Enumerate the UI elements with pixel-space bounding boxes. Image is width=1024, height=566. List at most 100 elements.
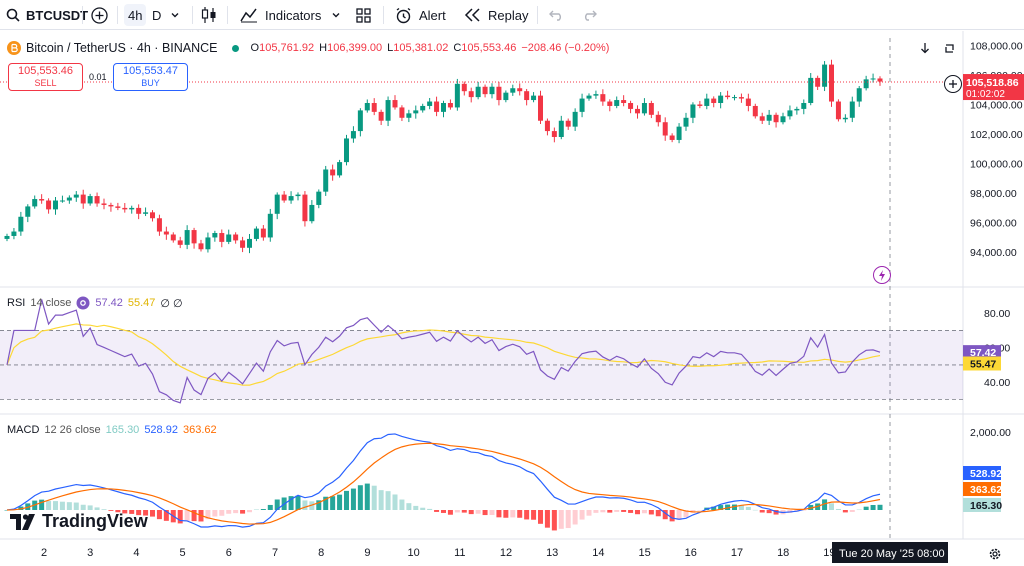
open-label: O [250, 42, 260, 54]
symbol-legend: Bitcoin / TetherUS · 4h · BINANCE O 105,7… [7, 41, 614, 55]
add-alert-plus-button[interactable] [944, 75, 962, 93]
templates-button[interactable] [356, 0, 371, 30]
macd-histogram-bar [738, 505, 744, 510]
macd-histogram-bar [441, 510, 446, 513]
sell-button[interactable]: 105,553.46 SELL [8, 63, 83, 91]
macd-histogram-bar [66, 502, 72, 510]
candle-body [59, 200, 65, 202]
candle-body [572, 111, 578, 127]
candle-body [787, 110, 793, 117]
buy-label: BUY [141, 78, 160, 88]
candle-body [274, 194, 280, 214]
candle-body [510, 88, 516, 93]
replay-button[interactable]: Replay [463, 0, 528, 30]
candle-body [662, 122, 668, 136]
macd-histogram-bar [676, 510, 682, 521]
scroll-down-button[interactable] [915, 38, 935, 58]
candle-body [496, 86, 502, 101]
candle-body [247, 238, 252, 248]
macd-histogram-bar [80, 504, 86, 510]
macd-tick-label: 2,000.00 [970, 427, 1011, 439]
time-tick-label: 14 [592, 547, 604, 559]
rsi-extra: ∅ ∅ [160, 297, 183, 310]
interval-4h-button[interactable]: 4h [124, 4, 147, 26]
candle-body [371, 103, 377, 112]
buy-button[interactable]: 105,553.47 BUY [113, 63, 188, 91]
candle-body [801, 103, 807, 109]
macd-histogram-bar [101, 509, 107, 510]
candle-body [350, 131, 356, 139]
current-price-badge [963, 74, 1024, 101]
interval-dropdown[interactable] [170, 0, 180, 30]
candle-body [420, 105, 426, 111]
replay-label: Replay [488, 7, 529, 23]
candle-body [101, 203, 107, 205]
chart-canvas[interactable]: 108,000.00106,000.00104,000.00102,000.00… [0, 31, 1024, 566]
symbol-search[interactable]: BTCUSDT [6, 0, 88, 30]
candle-body [150, 212, 155, 219]
candle-body [253, 228, 259, 239]
macd-histogram-bar [350, 488, 356, 510]
candle-body [129, 207, 135, 210]
candle-body [413, 110, 419, 114]
candle-body [780, 116, 786, 123]
macd-histogram-bar [621, 510, 627, 512]
macd-histogram-bar [378, 490, 384, 510]
interval-d-button[interactable]: D [152, 0, 161, 30]
candle-body [447, 103, 453, 108]
candle-body [558, 120, 564, 137]
tradingview-logo[interactable]: TradingView [10, 511, 148, 532]
candle-body [233, 234, 239, 241]
macd-histogram-bar [745, 506, 751, 510]
rsi-badge [963, 345, 1001, 360]
rsi-params: 14 close [30, 297, 72, 309]
indicators-dropdown[interactable] [331, 0, 341, 30]
macd-histogram-bar [420, 507, 426, 510]
time-tick-label: 5 [180, 547, 186, 559]
crosshair-time-label: Tue 20 May '25 08:00 [839, 548, 945, 560]
candle-body [725, 95, 731, 98]
time-tick-label: 10 [407, 547, 419, 559]
candle-body [718, 95, 724, 104]
macd-histogram-bar [136, 510, 142, 516]
macd-histogram-bar [219, 510, 225, 516]
candle-body [829, 64, 834, 102]
ohlc-values: O 105,761.92 H 106,399.00 L 105,381.02 C 105… [251, 42, 615, 54]
macd-histogram-bar [586, 510, 592, 516]
macd-histogram-bar [371, 485, 377, 510]
redo-button[interactable] [582, 0, 597, 30]
gear-circle-icon[interactable] [76, 296, 90, 310]
candle-body [344, 138, 349, 163]
fullscreen-button[interactable] [939, 38, 959, 58]
alert-button[interactable]: Alert [395, 0, 446, 30]
price-tick-label: 104,000.00 [970, 99, 1023, 111]
candle-body [80, 194, 86, 204]
macd-histogram-bar [46, 501, 52, 510]
candle-body [683, 117, 689, 127]
macd-histogram-bar [842, 510, 848, 513]
macd-histogram-bar [39, 499, 45, 510]
macd-histogram-bar [399, 499, 405, 510]
crosshair-time-badge [832, 542, 948, 563]
candle-body [655, 114, 661, 123]
undo-button[interactable] [549, 0, 564, 30]
macd-histogram-bar [759, 510, 765, 513]
event-marker[interactable] [873, 266, 891, 284]
candle-body [551, 131, 557, 137]
interval-4h-label: 4h [128, 7, 143, 23]
time-tick-label: 18 [777, 547, 789, 559]
settings-button[interactable] [986, 545, 1004, 563]
candle-body [184, 230, 190, 245]
indicators-button[interactable]: Indicators [240, 0, 321, 30]
candle-body [503, 92, 509, 101]
candle-body [406, 113, 412, 118]
chart-type-button[interactable] [201, 0, 217, 30]
compare-button[interactable] [91, 0, 108, 30]
macd-histogram-bar [856, 509, 862, 511]
time-tick-label: 11 [454, 547, 465, 559]
candle-body [177, 240, 183, 245]
candle-body [170, 234, 176, 241]
rsi-ma-badge [963, 356, 1001, 371]
candle-body [856, 88, 862, 102]
macd-histogram-bar [94, 507, 100, 510]
